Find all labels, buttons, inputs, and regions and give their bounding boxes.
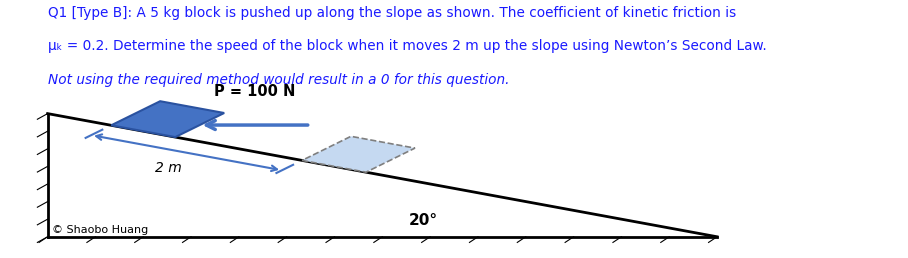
Text: Not using the required method would result in a 0 for this question.: Not using the required method would resu… (47, 72, 509, 86)
Text: 20°: 20° (409, 213, 438, 228)
Text: © Shaobo Huang: © Shaobo Huang (52, 225, 148, 236)
Polygon shape (302, 136, 415, 172)
Polygon shape (111, 101, 224, 137)
Text: μₖ = 0.2. Determine the speed of the block when it moves 2 m up the slope using : μₖ = 0.2. Determine the speed of the blo… (47, 39, 766, 53)
Text: Q1 [Type B]: A 5 kg block is pushed up along the slope as shown. The coefficient: Q1 [Type B]: A 5 kg block is pushed up a… (47, 6, 735, 20)
Text: 2 m: 2 m (155, 162, 183, 175)
Text: P = 100 N: P = 100 N (214, 84, 296, 99)
